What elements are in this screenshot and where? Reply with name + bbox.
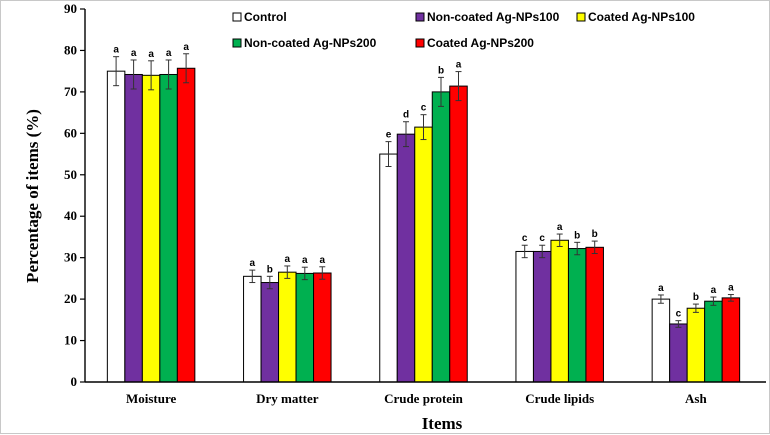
significance-label: a — [250, 258, 256, 269]
y-axis-ticks: 0 10 20 30 40 50 60 70 80 90 — [64, 1, 85, 389]
bar-3-3 — [567, 248, 587, 383]
significance-label: d — [403, 110, 409, 121]
y-tick-label: 40 — [64, 208, 77, 223]
legend-swatch — [576, 12, 586, 22]
x-category-label: Crude lipids — [525, 391, 594, 406]
y-tick-label: 30 — [64, 250, 77, 265]
significance-label: b — [267, 264, 273, 275]
x-category-label: Crude protein — [384, 391, 464, 406]
legend: Control Non-coated Ag-NPs100 Coated Ag-NPs… — [232, 10, 695, 50]
significance-label: a — [711, 285, 717, 296]
bar-4-0 — [651, 298, 671, 383]
significance-label: a — [728, 283, 734, 294]
x-category-label: Moisture — [126, 391, 177, 406]
significance-label: a — [557, 222, 563, 233]
bar-3-1 — [532, 250, 552, 383]
significance-label: a — [166, 48, 172, 59]
bar-2-4 — [449, 85, 468, 383]
bar-4-2 — [686, 307, 706, 383]
y-tick-label: 60 — [64, 125, 77, 140]
significance-label: c — [421, 103, 427, 114]
legend-label: Coated Ag-NPs200 — [427, 36, 534, 50]
significance-label: a — [320, 255, 326, 266]
bar-0-1 — [124, 73, 143, 383]
significance-label: a — [285, 254, 291, 265]
bar-2-0 — [379, 153, 398, 383]
legend-swatch — [232, 12, 242, 22]
legend-label: Coated Ag-NPs100 — [588, 10, 695, 24]
bar-3-2 — [550, 239, 569, 383]
x-axis-category-labels: Moisture Dry matter Crude protein Crude lip… — [126, 391, 708, 406]
legend-label: Non-coated Ag-NPs200 — [244, 36, 377, 50]
significance-label: c — [522, 233, 528, 244]
significance-label: a — [456, 60, 462, 71]
x-axis-title: Items — [422, 414, 463, 433]
bar-3-4 — [585, 246, 604, 383]
x-category-label: Ash — [685, 391, 707, 406]
y-axis-title: Percentage of items (%) — [23, 109, 42, 283]
bar-1-3 — [295, 272, 315, 383]
legend-label: Non-coated Ag-NPs100 — [427, 10, 560, 24]
significance-label: a — [183, 42, 189, 53]
significance-label: b — [592, 229, 598, 240]
y-tick-label: 50 — [64, 167, 77, 182]
bar-0-4 — [176, 67, 196, 383]
significance-label: b — [693, 292, 699, 303]
bar-1-2 — [278, 271, 297, 383]
bar-0-3 — [159, 73, 178, 383]
significance-label: c — [539, 233, 545, 244]
bar-0-2 — [141, 74, 161, 383]
bar-2-2 — [414, 126, 433, 383]
y-tick-label: 10 — [64, 333, 77, 348]
bar-2-1 — [396, 133, 416, 383]
significance-label: b — [438, 65, 444, 76]
bar-4-1 — [669, 323, 688, 383]
legend-label: Control — [244, 10, 287, 24]
y-tick-label: 80 — [64, 42, 77, 57]
legend-swatch — [232, 38, 242, 48]
bar-0-0 — [106, 70, 126, 383]
x-category-label: Dry matter — [256, 391, 319, 406]
bar-4-4 — [721, 297, 741, 383]
significance-label: b — [574, 230, 580, 241]
bar-3-0 — [515, 250, 534, 383]
bar-4-3 — [704, 300, 723, 383]
significance-label: a — [658, 283, 664, 294]
significance-label: a — [131, 48, 137, 59]
bar-1-4 — [313, 272, 332, 383]
significance-label: a — [113, 45, 119, 56]
y-tick-label: 70 — [64, 84, 77, 99]
legend-swatch — [415, 12, 425, 22]
y-tick-label: 0 — [71, 374, 78, 389]
legend-swatch — [415, 38, 425, 48]
significance-label: a — [148, 49, 154, 60]
significance-label: c — [676, 309, 682, 320]
bar-2-3 — [431, 91, 451, 383]
bar-1-1 — [260, 282, 280, 383]
bar-1-0 — [243, 275, 262, 383]
y-tick-label: 20 — [64, 291, 77, 306]
y-tick-label: 90 — [64, 1, 77, 16]
significance-label: a — [302, 255, 308, 266]
significance-label: e — [386, 130, 392, 141]
